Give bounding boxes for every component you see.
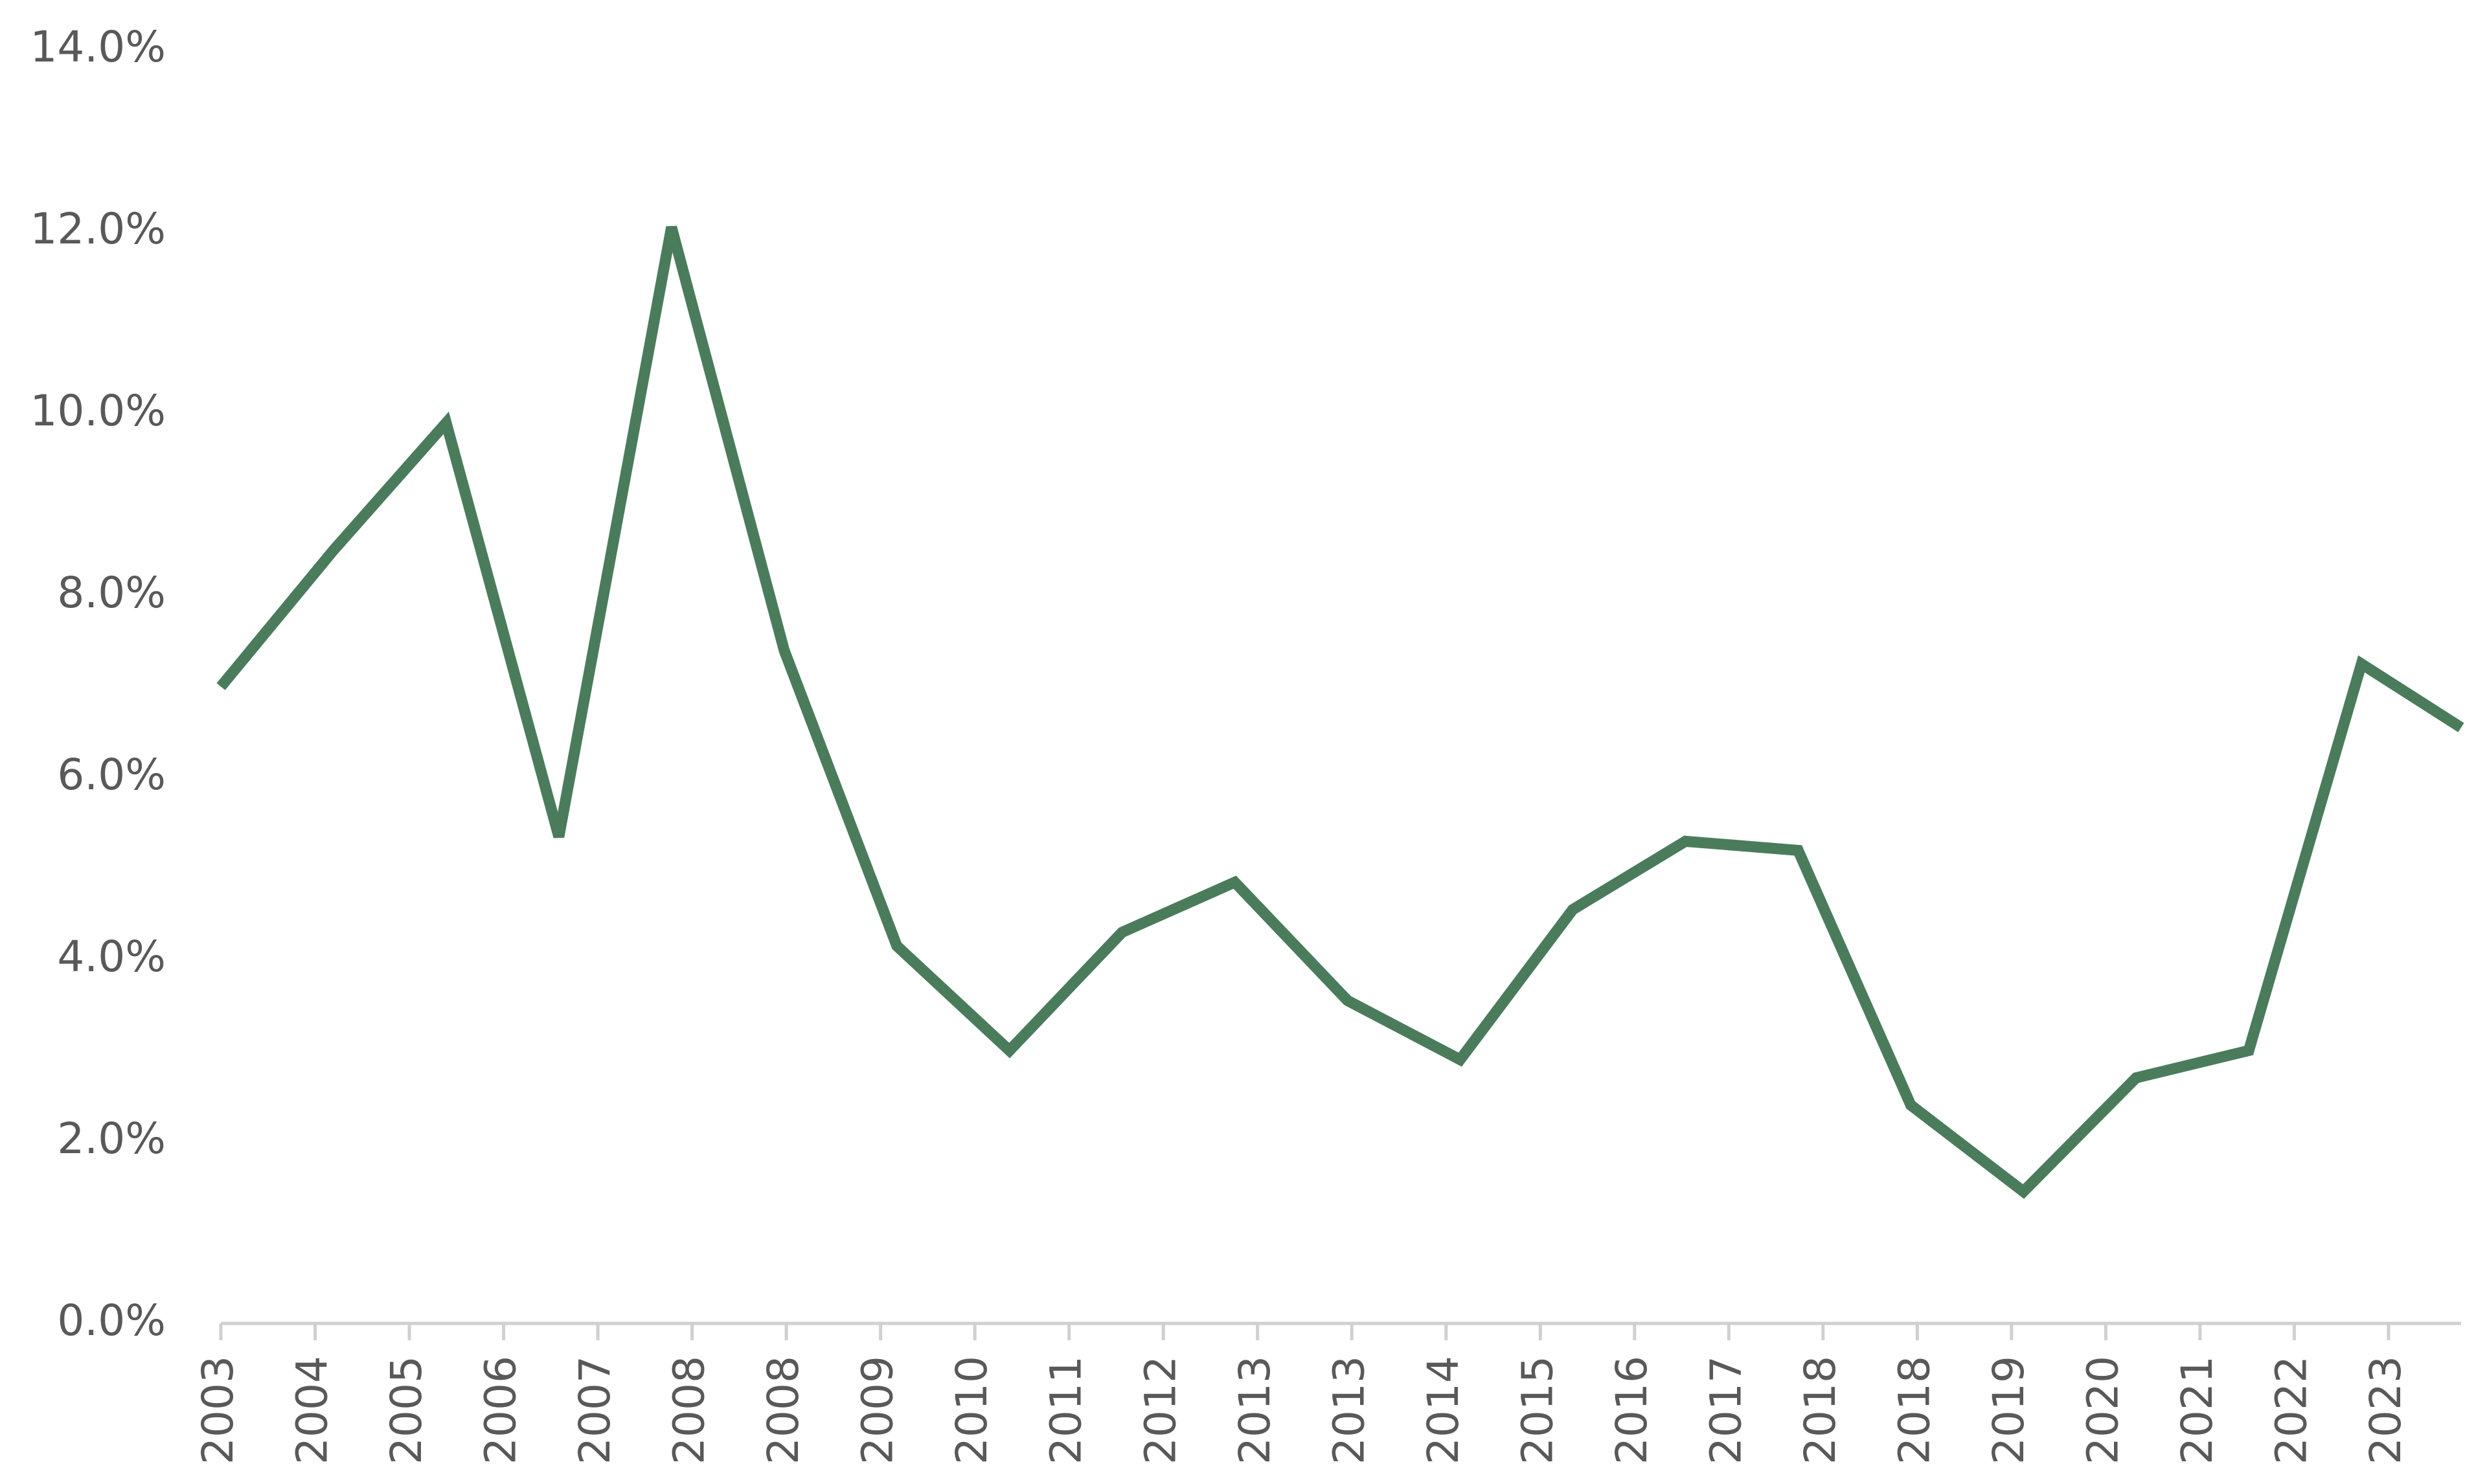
x-tick-label: 2011 [1041,1356,1091,1465]
x-tick-label: 2016 [1607,1356,1657,1465]
x-tick-label: 2003 [193,1356,243,1465]
y-tick-label: 2.0% [57,1114,166,1164]
x-tick-label: 2005 [381,1356,431,1465]
x-tick-label: 2022 [2266,1356,2316,1465]
series-line [216,225,2464,1199]
x-tick-label: 2021 [2172,1356,2222,1465]
x-tick-label: 2013 [1230,1356,1280,1465]
x-tick-label: 2018 [1795,1356,1845,1465]
x-tick-label: 2006 [476,1356,526,1465]
y-tick-label: 14.0% [30,22,166,72]
x-tick-label: 2008 [758,1356,808,1465]
y-tick-label: 10.0% [30,386,166,436]
y-tick-label: 0.0% [57,1296,166,1345]
x-tick-label: 2013 [1324,1356,1374,1465]
x-tick-label: 2007 [570,1356,620,1465]
x-tick-label: 2023 [2361,1356,2411,1465]
x-tick-label: 2014 [1418,1356,1468,1465]
y-tick-label: 12.0% [30,204,166,254]
y-tick-label: 4.0% [57,932,166,982]
x-tick-label: 2010 [947,1356,997,1465]
x-tick-label: 2015 [1512,1356,1562,1465]
x-tick-label: 2008 [664,1356,714,1465]
x-tick-label: 2012 [1135,1356,1185,1465]
x-tick-label: 2017 [1701,1356,1751,1465]
y-tick-label: 8.0% [57,568,166,618]
y-tick-label: 6.0% [57,750,166,800]
x-tick-label: 2020 [2078,1356,2128,1465]
x-tick-label: 2009 [853,1356,903,1465]
x-tick-label: 2018 [1889,1356,1939,1465]
x-tick-label: 2019 [1984,1356,2034,1465]
x-tick-label: 2004 [288,1356,337,1465]
